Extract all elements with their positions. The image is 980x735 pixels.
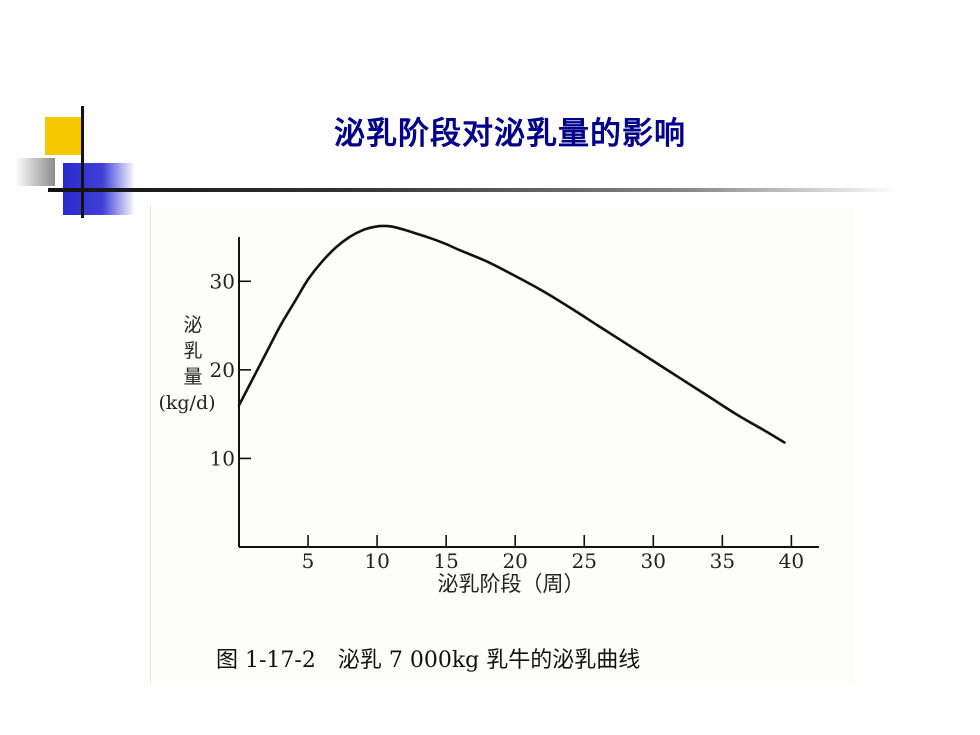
figure-caption: 图 1-17-2 泌乳 7 000kg 乳牛的泌乳曲线	[216, 648, 641, 673]
y-axis-label-line: (kg/d)	[158, 392, 215, 414]
x-tick-label: 35	[710, 549, 735, 573]
lactation-curve	[237, 224, 786, 444]
y-axis-label-line: 乳	[183, 340, 202, 362]
decor-yellow-square	[45, 117, 83, 155]
slide-title: 泌乳阶段对泌乳量的影响	[334, 116, 686, 152]
chart-ticks: 5 10 15 20 25 30 35 40 10 20 30	[210, 269, 805, 573]
title-underline	[48, 188, 900, 192]
y-axis-label-line: 泌	[183, 314, 202, 336]
lactation-chart: 5 10 15 20 25 30 35 40 10 20 30 泌乳阶段（周） 泌乳量 (kg/d)	[158, 224, 819, 596]
decor-gray-square	[15, 158, 55, 186]
decor-vertical-line	[81, 106, 84, 218]
y-tick-label: 20	[210, 358, 235, 382]
x-tick-label: 30	[641, 549, 666, 573]
x-tick-label: 5	[302, 549, 315, 573]
x-tick-label: 10	[364, 549, 389, 573]
y-axis-label-line: 量	[183, 366, 202, 388]
y-axis-label: 泌乳量 (kg/d)	[158, 314, 215, 414]
x-tick-label: 15	[433, 549, 458, 573]
figure-image: 5 10 15 20 25 30 35 40 10 20 30 泌乳阶段（周） 泌乳量(kg/d) …	[150, 205, 854, 685]
x-tick-label: 25	[572, 549, 597, 573]
x-axis-label: 泌乳阶段（周）	[438, 572, 585, 596]
x-tick-label: 20	[502, 549, 527, 573]
y-tick-label: 10	[210, 446, 235, 470]
y-tick-label: 30	[210, 269, 235, 293]
x-tick-label: 40	[779, 549, 804, 573]
